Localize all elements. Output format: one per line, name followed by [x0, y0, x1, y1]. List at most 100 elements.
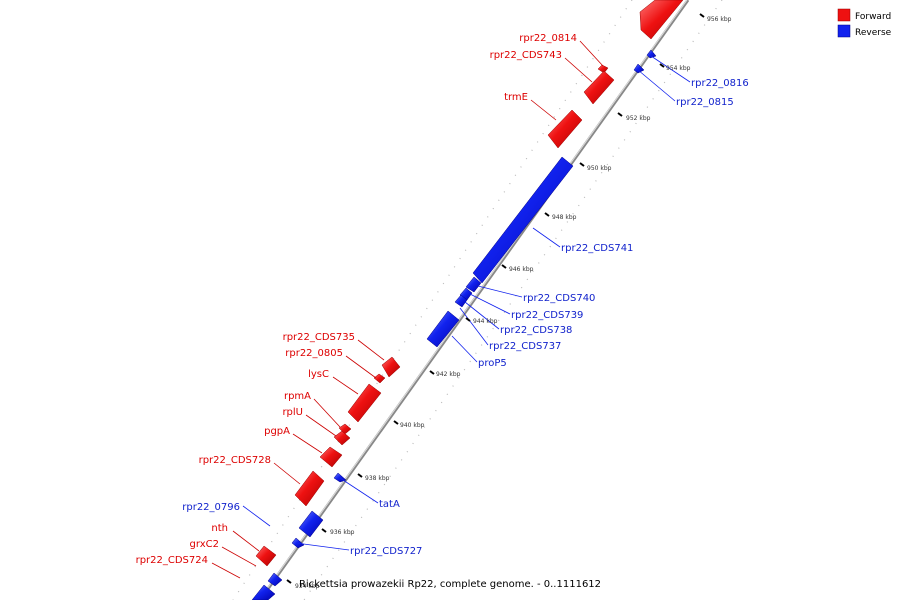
tick-label: 950 kbp — [587, 165, 612, 172]
gene-trme[interactable] — [547, 109, 583, 149]
leader-rpr22-cds724 — [211, 562, 241, 579]
gene-rpr22-0815[interactable] — [633, 63, 645, 74]
gene-lysc[interactable] — [347, 383, 382, 423]
label-rpr22-cds727[interactable]: rpr22_CDS727 — [350, 546, 422, 557]
tick-mark — [393, 420, 399, 425]
leader-lysc — [332, 376, 359, 395]
tick-label: 952 kbp — [626, 115, 651, 122]
label-prop5[interactable]: proP5 — [478, 358, 507, 369]
tick-label: 942 kbp — [436, 371, 461, 378]
tick-label: 938 kbp — [365, 475, 390, 482]
tick-mark — [321, 528, 327, 533]
tick-label: 940 kbp — [400, 422, 425, 429]
leader-grxc2 — [221, 546, 257, 567]
label-rpr22-cds735[interactable]: rpr22_CDS735 — [283, 332, 355, 343]
label-rpr22-0816[interactable]: rpr22_0816 — [691, 78, 749, 89]
label-rpr22-0796[interactable]: rpr22_0796 — [182, 502, 240, 513]
gene-rpr22-cds741[interactable] — [472, 156, 574, 284]
tick-label: 946 kbp — [509, 266, 534, 273]
reverse-label-group: rpr22_0816 rpr22_0815 rpr22_CDS741 rpr22… — [182, 78, 749, 557]
tick-label: 954 kbp — [666, 65, 691, 72]
legend: Forward Reverse — [837, 8, 892, 38]
label-rpr22-cds737[interactable]: rpr22_CDS737 — [489, 341, 561, 352]
label-rpr22-cds724[interactable]: rpr22_CDS724 — [136, 555, 208, 566]
gene-pgpa[interactable] — [319, 446, 343, 468]
gene-fwd-grxc2-rev[interactable] — [267, 572, 283, 587]
label-rpma[interactable]: rpmA — [284, 391, 311, 402]
label-rpr22-cds728[interactable]: rpr22_CDS728 — [199, 455, 271, 466]
leader-rpr22-cds743 — [564, 57, 593, 83]
leader-nth — [232, 530, 260, 552]
leader-rpr22-0814 — [579, 40, 604, 67]
legend-label-reverse: Reverse — [855, 28, 892, 38]
tick-mark — [659, 63, 665, 68]
leader-rpr22-0816 — [650, 55, 691, 83]
gene-fwd-top[interactable] — [639, 0, 684, 40]
tick-mark — [286, 579, 292, 584]
leader-rpr22-cds728 — [273, 462, 301, 485]
label-rpr22-cds738[interactable]: rpr22_CDS738 — [500, 325, 572, 336]
leader-trme — [530, 99, 557, 121]
guide-dots-left — [232, 0, 633, 600]
legend-swatch-forward — [837, 8, 851, 22]
tick-mark — [617, 112, 623, 117]
tick-label: 956 kbp — [707, 16, 732, 23]
leader-rpr22-cds727 — [295, 542, 350, 551]
gene-rpr22-0796[interactable] — [298, 510, 324, 538]
gene-rpr22-0805[interactable] — [373, 373, 386, 384]
leader-rpr22-cds738 — [464, 301, 500, 330]
leader-lines — [211, 40, 691, 579]
gene-rpr22-cds738[interactable] — [454, 294, 468, 308]
label-grxc2[interactable]: grxC2 — [190, 539, 219, 550]
leader-rpma — [313, 398, 341, 428]
tick-label: 936 kbp — [330, 529, 355, 536]
gene-rpr22-cds735[interactable] — [381, 356, 401, 378]
gene-rplu[interactable] — [333, 430, 351, 446]
tick-mark — [579, 162, 585, 167]
leader-rpr22-0796 — [242, 505, 271, 527]
leader-pgpa — [292, 433, 323, 454]
label-rpr22-cds739[interactable]: rpr22_CDS739 — [511, 310, 583, 321]
tick-group — [286, 13, 705, 584]
label-rpr22-0814[interactable]: rpr22_0814 — [519, 33, 577, 44]
tick-mark — [501, 264, 507, 269]
legend-label-forward: Forward — [855, 12, 891, 22]
label-rpr22-cds741[interactable]: rpr22_CDS741 — [561, 243, 633, 254]
tick-mark — [429, 370, 435, 375]
gene-prop5[interactable] — [426, 310, 460, 348]
guide-dots-right — [303, 0, 723, 600]
label-rplu[interactable]: rplU — [282, 407, 303, 418]
guide-dots — [232, 0, 723, 600]
label-rpr22-cds743[interactable]: rpr22_CDS743 — [490, 50, 562, 61]
tick-mark — [357, 473, 363, 478]
label-rpr22-cds740[interactable]: rpr22_CDS740 — [523, 293, 595, 304]
leader-prop5 — [451, 335, 478, 363]
gene-rpr22-cds740[interactable] — [465, 276, 482, 293]
gene-rev-bottom[interactable] — [251, 584, 276, 600]
label-tata[interactable]: tatA — [379, 499, 400, 510]
legend-swatch-reverse — [837, 24, 851, 38]
genome-axis — [258, 0, 690, 600]
tick-mark — [465, 317, 471, 322]
label-lysc[interactable]: lysC — [308, 369, 329, 380]
gene-rpr22-cds728[interactable] — [294, 470, 325, 507]
tick-label-group: 934 kbp 936 kbp 938 kbp 940 kbp 942 kbp … — [295, 16, 732, 590]
axis-highlight — [258, 0, 688, 600]
gene-rpr22-0816[interactable] — [646, 49, 657, 59]
gene-rpr22-cds743[interactable] — [583, 70, 615, 105]
tick-mark — [544, 212, 550, 217]
leader-rpr22-cds739 — [469, 293, 511, 315]
tick-label: 934 kbp — [295, 583, 320, 590]
gene-rpr22-0814[interactable] — [597, 64, 609, 74]
label-rpr22-0805[interactable]: rpr22_0805 — [285, 348, 343, 359]
gene-nth[interactable] — [255, 545, 277, 567]
forward-genes — [255, 0, 684, 567]
label-trme[interactable]: trmE — [504, 92, 528, 103]
leader-tata — [339, 477, 379, 504]
label-pgpa[interactable]: pgpA — [264, 426, 290, 437]
leader-rplu — [305, 414, 337, 437]
label-nth[interactable]: nth — [211, 523, 228, 534]
axis-line — [258, 0, 690, 600]
label-rpr22-0815[interactable]: rpr22_0815 — [676, 97, 734, 108]
leader-rpr22-0815 — [637, 69, 676, 102]
